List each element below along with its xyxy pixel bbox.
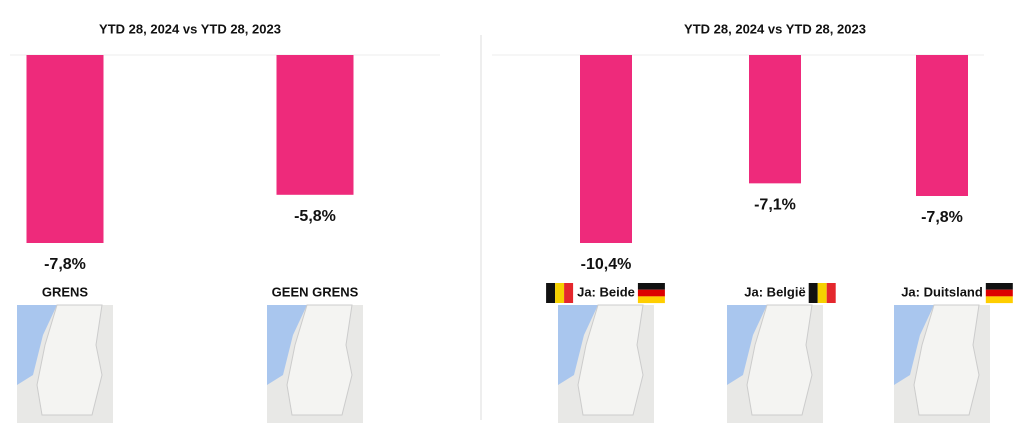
category-label: Ja: België [744,284,805,299]
flag-stripe [808,283,818,303]
bar [276,55,354,195]
value-label: -7,1% [754,197,796,214]
chart-title: YTD 28, 2024 vs YTD 28, 2023 [684,21,866,36]
flag-stripe [826,283,836,303]
value-label: -5,8% [294,208,336,225]
category-label: Ja: Duitsland [901,284,983,299]
flag-stripe [637,296,665,304]
category-label: GRENS [42,284,89,299]
value-label: -10,4% [581,256,632,273]
map-land [913,304,980,416]
map-land [36,304,103,416]
map-sea [558,305,598,385]
chart-title: YTD 28, 2024 vs YTD 28, 2023 [99,21,281,36]
map-sea [17,305,57,385]
bar [749,55,801,184]
flag-stripe [555,283,565,303]
flag-stripe [985,283,1013,290]
value-label: -7,8% [44,256,86,273]
map-sea [894,305,934,385]
bar [916,55,968,196]
flag-stripe [564,283,574,303]
category-label: Ja: Beide [577,284,635,299]
flag-stripe [546,283,556,303]
flag-stripe [985,289,1013,297]
map-land [286,304,353,416]
flag-stripe [637,283,665,290]
flag-stripe [985,296,1013,304]
map-sea [267,305,307,385]
map-land [577,304,644,416]
bar [26,55,104,243]
flag-stripe [817,283,827,303]
value-label: -7,8% [921,209,963,226]
flag-stripe [637,289,665,297]
map-sea [727,305,767,385]
map-land [746,304,813,416]
category-label: GEEN GRENS [272,284,359,299]
bar [580,55,632,243]
